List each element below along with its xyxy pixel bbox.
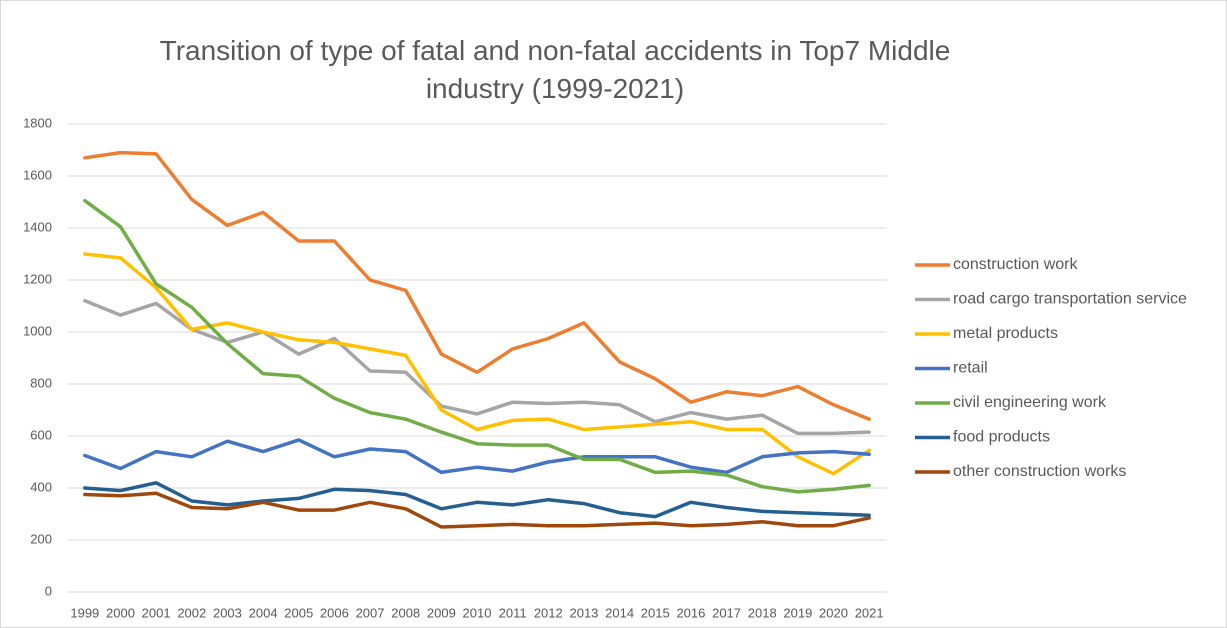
legend-text: construction work [953, 256, 1078, 273]
legend-text: civil engineering work [953, 394, 1107, 411]
x-tick-label: 2008 [391, 605, 420, 620]
series-line [83, 491, 871, 529]
x-tick-label: 2014 [605, 605, 634, 620]
y-tick-label: 1000 [23, 323, 52, 338]
x-tick-label: 2015 [641, 605, 670, 620]
y-tick-label: 1400 [23, 219, 52, 234]
x-tick-label: 2012 [534, 605, 563, 620]
x-tick-label: 2017 [712, 605, 741, 620]
y-tick-label: 0 [45, 583, 52, 598]
x-tick-label: 1999 [70, 605, 99, 620]
series-line [83, 438, 871, 475]
legend-text: metal products [953, 325, 1058, 342]
legend-text: retail [953, 360, 988, 377]
x-tick-label: 2020 [819, 605, 848, 620]
series-line [83, 150, 871, 421]
x-tick-label: 2011 [499, 605, 527, 620]
legend-text: road cargo transportation service [953, 291, 1187, 308]
x-tick-label: 2001 [142, 605, 171, 620]
x-tick-label: 2003 [213, 605, 242, 620]
x-tick-label: 2002 [177, 605, 206, 620]
x-tick-label: 2006 [320, 605, 349, 620]
x-tick-label: 2005 [284, 605, 313, 620]
y-tick-label: 400 [30, 479, 52, 494]
y-tick-label: 600 [30, 427, 52, 442]
x-tick-label: 2004 [249, 605, 278, 620]
series-line [83, 252, 871, 476]
legend-text: food products [953, 429, 1050, 446]
x-tick-label: 2009 [427, 605, 456, 620]
x-tick-label: 2010 [463, 605, 492, 620]
y-tick-label: 1200 [23, 271, 52, 286]
series-line [83, 299, 871, 436]
legend-text: other construction works [953, 463, 1126, 480]
y-tick-label: 1800 [23, 115, 52, 130]
y-tick-label: 1600 [23, 167, 52, 182]
chart-title: Transition of type of fatal and non-fata… [159, 35, 951, 104]
x-tick-label: 2013 [569, 605, 598, 620]
x-tick-label: 2016 [676, 605, 705, 620]
series-line [83, 481, 871, 519]
y-tick-label: 800 [30, 375, 52, 390]
x-tick-label: 2000 [106, 605, 135, 620]
series-line [83, 198, 871, 494]
x-tick-label: 2007 [356, 605, 385, 620]
x-tick-label: 2021 [855, 605, 884, 620]
x-tick-label: 2018 [748, 605, 777, 620]
x-tick-label: 2019 [783, 605, 812, 620]
y-tick-label: 200 [30, 531, 52, 546]
